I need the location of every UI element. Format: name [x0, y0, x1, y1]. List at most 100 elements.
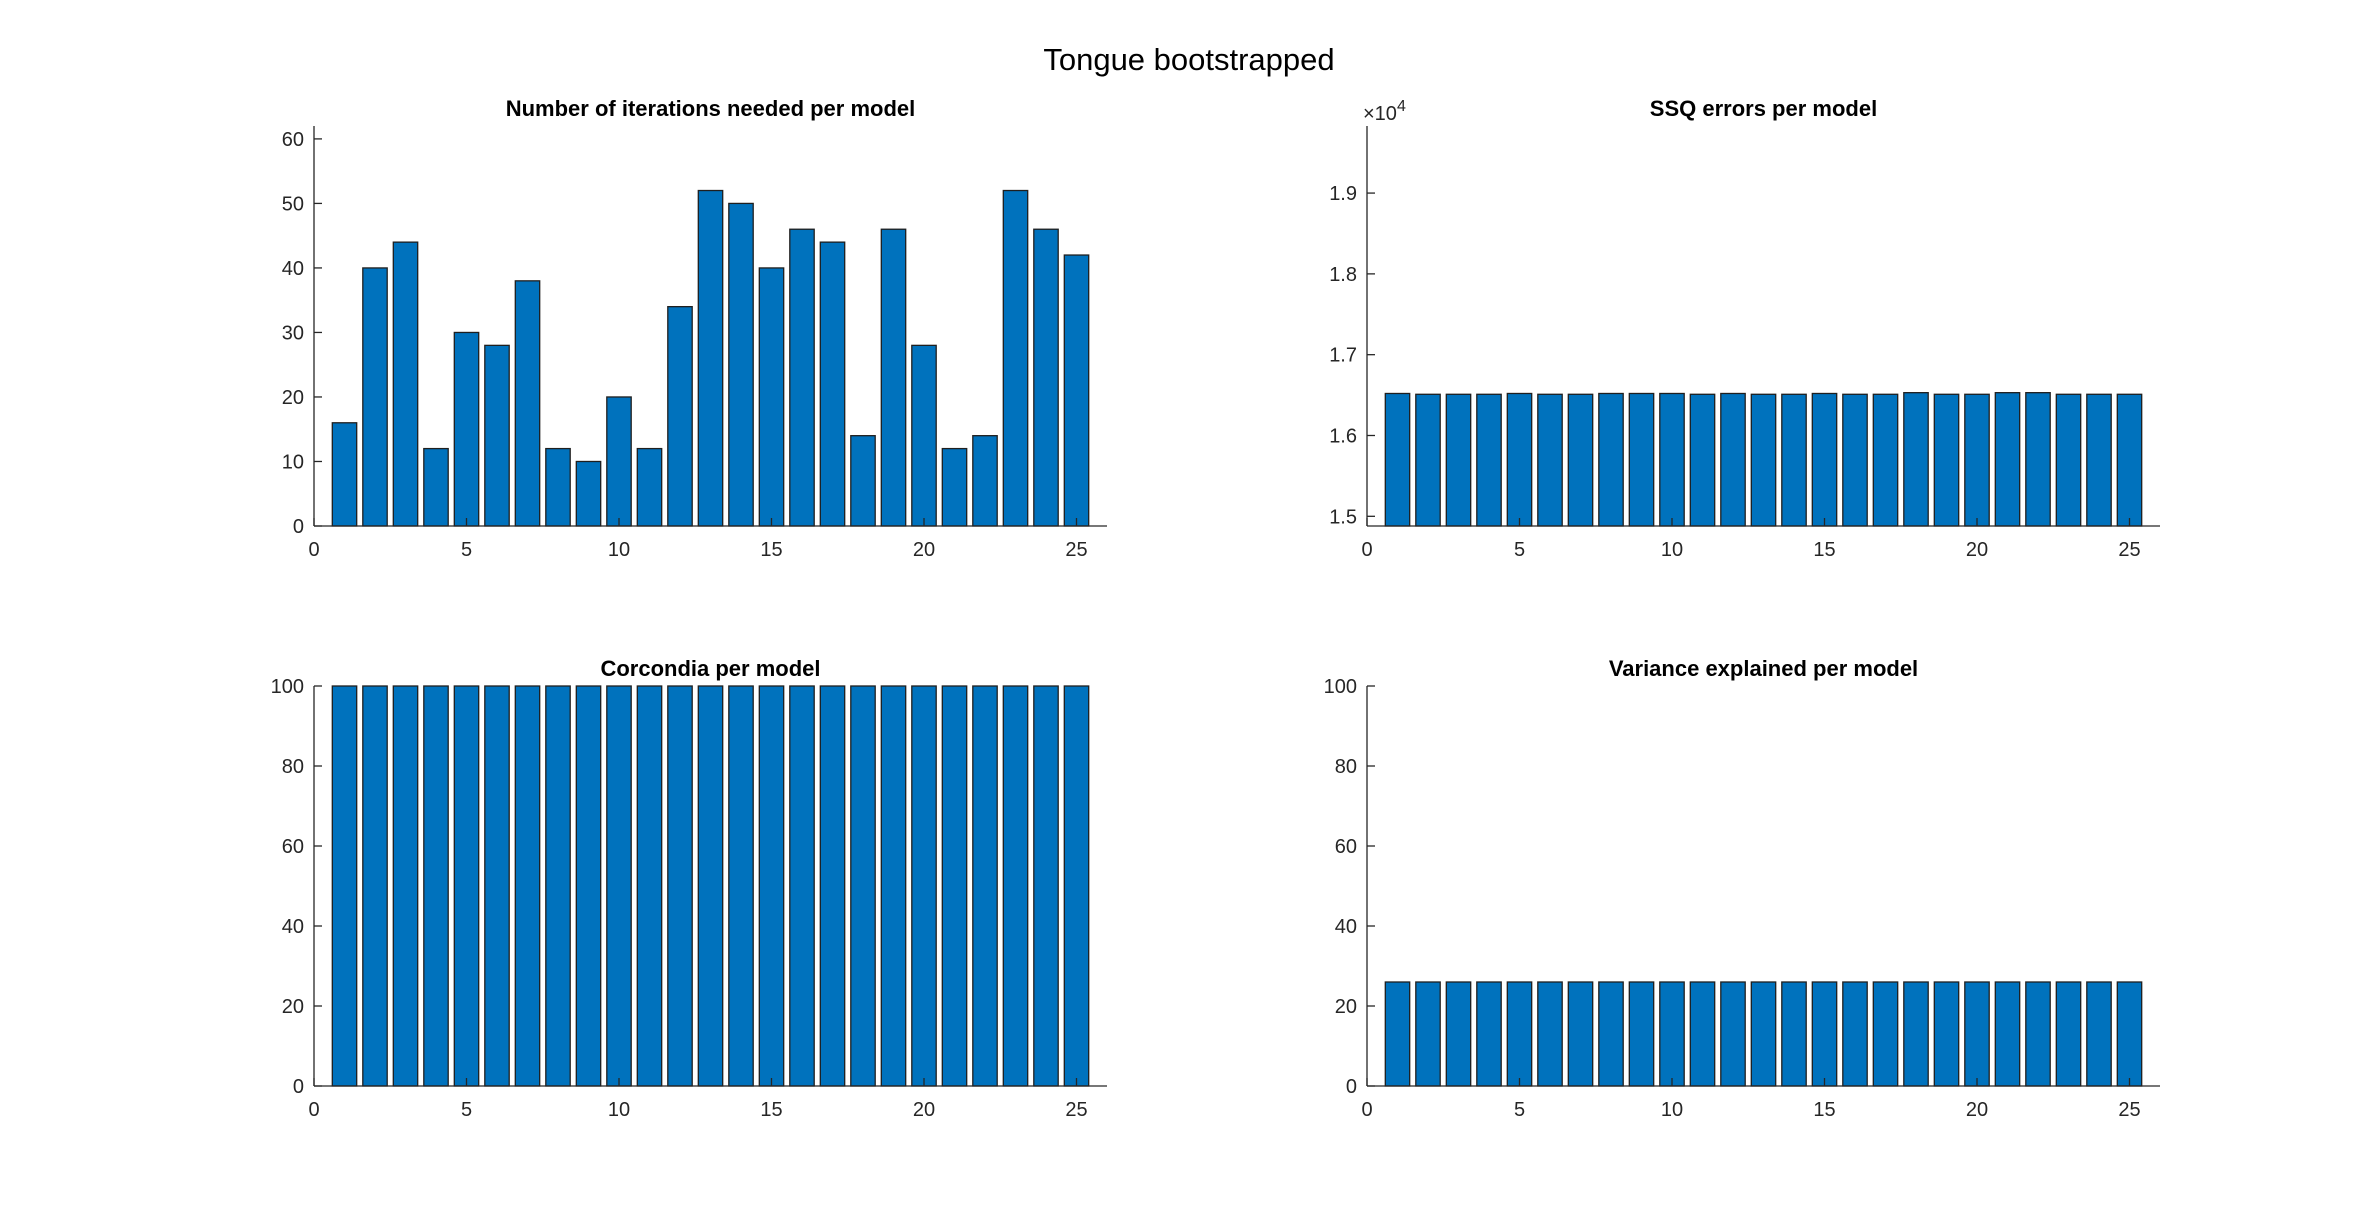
x-tick-label: 0: [1361, 539, 1372, 561]
bar: [1628, 981, 1655, 1087]
x-tick-label: 20: [1966, 539, 1988, 561]
bar: [484, 685, 510, 1087]
bar: [514, 685, 541, 1087]
bar: [1415, 981, 1441, 1087]
chart-title: SSQ errors per model: [1650, 96, 1877, 121]
bar: [1506, 981, 1533, 1087]
y-tick-label: 0: [293, 516, 304, 538]
bar: [667, 305, 693, 527]
x-tick-label: 0: [308, 539, 319, 561]
bar: [1033, 685, 1059, 1087]
bar: [2086, 981, 2112, 1087]
bar: [392, 241, 419, 527]
bar: [1720, 392, 1746, 527]
y-exponent-base: ×10: [1363, 103, 1397, 125]
bar: [423, 447, 449, 527]
bar: [941, 447, 968, 527]
chart-variance-explained: Variance explained per model 0 5 10 15 20 25 0 2…: [1324, 656, 2160, 1121]
bar: [575, 685, 602, 1087]
bar: [514, 280, 541, 527]
figure-title: Tongue bootstrapped: [1043, 42, 1335, 77]
bar: [911, 344, 937, 527]
bar: [1750, 981, 1777, 1087]
x-tick-label: 5: [461, 539, 472, 561]
bar: [1659, 392, 1685, 527]
x-tick-label: 25: [2118, 1099, 2140, 1121]
x-tick-label: 20: [913, 539, 935, 561]
bar: [545, 447, 571, 527]
bar: [1903, 392, 1929, 527]
bar: [2025, 392, 2051, 527]
bar: [362, 267, 388, 527]
bar: [1415, 393, 1441, 527]
x-tick-label: 5: [1514, 539, 1525, 561]
bar: [1842, 981, 1868, 1087]
x-tick-label: 25: [1065, 539, 1087, 561]
bar: [1384, 392, 1411, 527]
y-tick-label: 1.7: [1329, 345, 1357, 367]
bar: [1384, 981, 1411, 1087]
x-tick-label: 0: [308, 1099, 319, 1121]
bar: [2055, 393, 2082, 527]
bar: [1964, 393, 1990, 527]
bar: [453, 331, 480, 527]
y-tick-label: 60: [282, 836, 304, 858]
bar: [728, 202, 754, 527]
y-tick-label: 80: [1335, 756, 1357, 778]
bar: [1537, 393, 1563, 527]
x-tick-label: 5: [461, 1099, 472, 1121]
y-tick-label: 50: [282, 193, 304, 215]
y-tick-label: 100: [271, 676, 304, 698]
y-tick-label: 80: [282, 756, 304, 778]
x-tick-label: 10: [1661, 539, 1683, 561]
x-tick-label: 10: [608, 539, 630, 561]
chart-ssq-errors-panel: SSQ errors per model 0 5 10 15 20 25 1.5 1.6 1.7 1…: [1329, 94, 2165, 574]
bar: [1476, 981, 1502, 1087]
bar: [1872, 981, 1899, 1087]
y-tick-label: 60: [1335, 836, 1357, 858]
x-tick-label: 15: [760, 539, 782, 561]
x-tick-label: 10: [1661, 1099, 1683, 1121]
bar: [545, 685, 571, 1087]
y-tick-label: 60: [282, 129, 304, 151]
bar: [1720, 981, 1746, 1087]
bar: [1842, 393, 1868, 527]
bar: [697, 189, 724, 527]
chart-title: Variance explained per model: [1609, 656, 1918, 681]
bar: [850, 685, 876, 1087]
y-tick-label: 20: [282, 996, 304, 1018]
bar: [819, 685, 846, 1087]
y-tick-label: 0: [293, 1076, 304, 1098]
bar: [1445, 981, 1472, 1087]
bar: [636, 685, 663, 1087]
chart-iterations: Number of iterations needed per model 0 5 1…: [282, 96, 1107, 561]
bar: [1781, 393, 1807, 527]
bar: [423, 685, 449, 1087]
chart-ssq-errors: SSQ errors per model 0 5 10 15 20 25 1.5 1.6 1.7 1…: [1329, 96, 2160, 561]
y-tick-label: 1.8: [1329, 264, 1357, 286]
bar: [2086, 393, 2112, 527]
y-tick-label: 1.6: [1329, 425, 1357, 447]
chart-iterations-panel: Number of iterations needed per model 0 5 1…: [282, 94, 1112, 574]
bar: [1537, 981, 1563, 1087]
y-tick-label: 100: [1324, 676, 1357, 698]
y-exponent-power: 4: [1397, 98, 1406, 115]
bar: [1689, 393, 1716, 527]
y-tick-label: 40: [282, 916, 304, 938]
bar: [1994, 981, 2021, 1087]
bar: [1476, 393, 1502, 527]
x-tick-label: 25: [1065, 1099, 1087, 1121]
bar: [972, 435, 998, 527]
bar: [1750, 393, 1777, 527]
y-tick-label: 10: [282, 451, 304, 473]
bar: [1903, 981, 1929, 1087]
bar: [1598, 981, 1624, 1087]
bar: [697, 685, 724, 1087]
bar: [1811, 981, 1838, 1087]
y-tick-label: 40: [1335, 916, 1357, 938]
x-tick-label: 0: [1361, 1099, 1372, 1121]
bar: [453, 685, 480, 1087]
x-tick-label: 5: [1514, 1099, 1525, 1121]
x-tick-label: 15: [760, 1099, 782, 1121]
bar: [2025, 981, 2051, 1087]
